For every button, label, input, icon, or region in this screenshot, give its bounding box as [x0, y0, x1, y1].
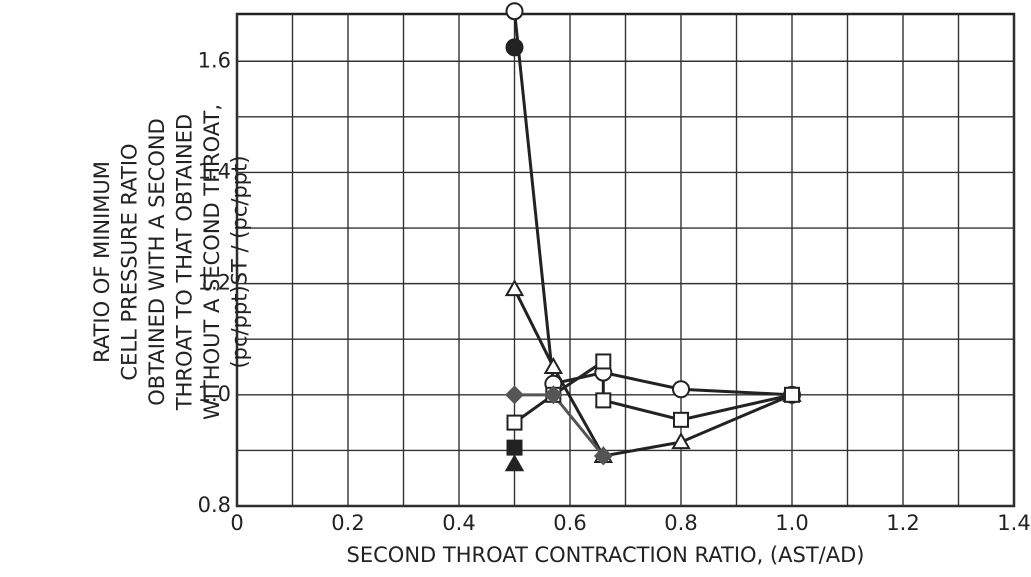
marker	[672, 380, 690, 399]
marker	[784, 386, 800, 403]
x-tick-label: 0	[230, 511, 243, 535]
marker	[504, 454, 525, 472]
marker	[595, 353, 612, 370]
x-tick-label: 1.2	[886, 511, 919, 535]
marker	[504, 279, 525, 297]
y-axis-label: THROAT TO THAT OBTAINED	[173, 114, 197, 411]
marker	[505, 2, 524, 21]
x-tick-label: 0.2	[331, 511, 364, 535]
y-axis-label: OBTAINED WITH A SECOND	[145, 118, 169, 405]
marker	[543, 357, 564, 375]
x-tick-label: 0.8	[664, 511, 697, 535]
y-axis-label: (pc/ppt)ST / (pc/ppt)	[228, 155, 252, 368]
marker	[543, 385, 563, 405]
y-axis-label: RATIO OF MINIMUM	[90, 161, 114, 363]
x-tick-label: 1.4	[997, 511, 1030, 535]
marker	[671, 432, 691, 450]
marker	[505, 385, 524, 405]
y-axis-label: CELL PRESSURE RATIO	[118, 143, 142, 380]
y-tick-label: 0.8	[198, 493, 231, 517]
y-tick-label: 1.2	[198, 271, 231, 295]
series-line	[513, 11, 793, 397]
y-tick-label: 1.6	[198, 48, 231, 72]
marker	[506, 414, 523, 431]
y-tick-label: 1.4	[198, 159, 231, 183]
y-tick-label: 1.0	[198, 382, 231, 406]
x-tick-label: 0.4	[442, 511, 475, 535]
marker	[673, 411, 689, 428]
x-tick-label: 0.6	[553, 511, 586, 535]
marker	[506, 439, 523, 456]
marker	[505, 38, 524, 57]
x-tick-label: 1.0	[775, 511, 808, 535]
y-axis-label: WITHOUT A SECOND THROAT,	[200, 104, 224, 420]
marker	[595, 392, 612, 409]
x-axis-label: SECOND THROAT CONTRACTION RATIO, (AST/AD…	[347, 543, 865, 567]
series-line	[514, 393, 605, 457]
marker	[593, 446, 613, 466]
